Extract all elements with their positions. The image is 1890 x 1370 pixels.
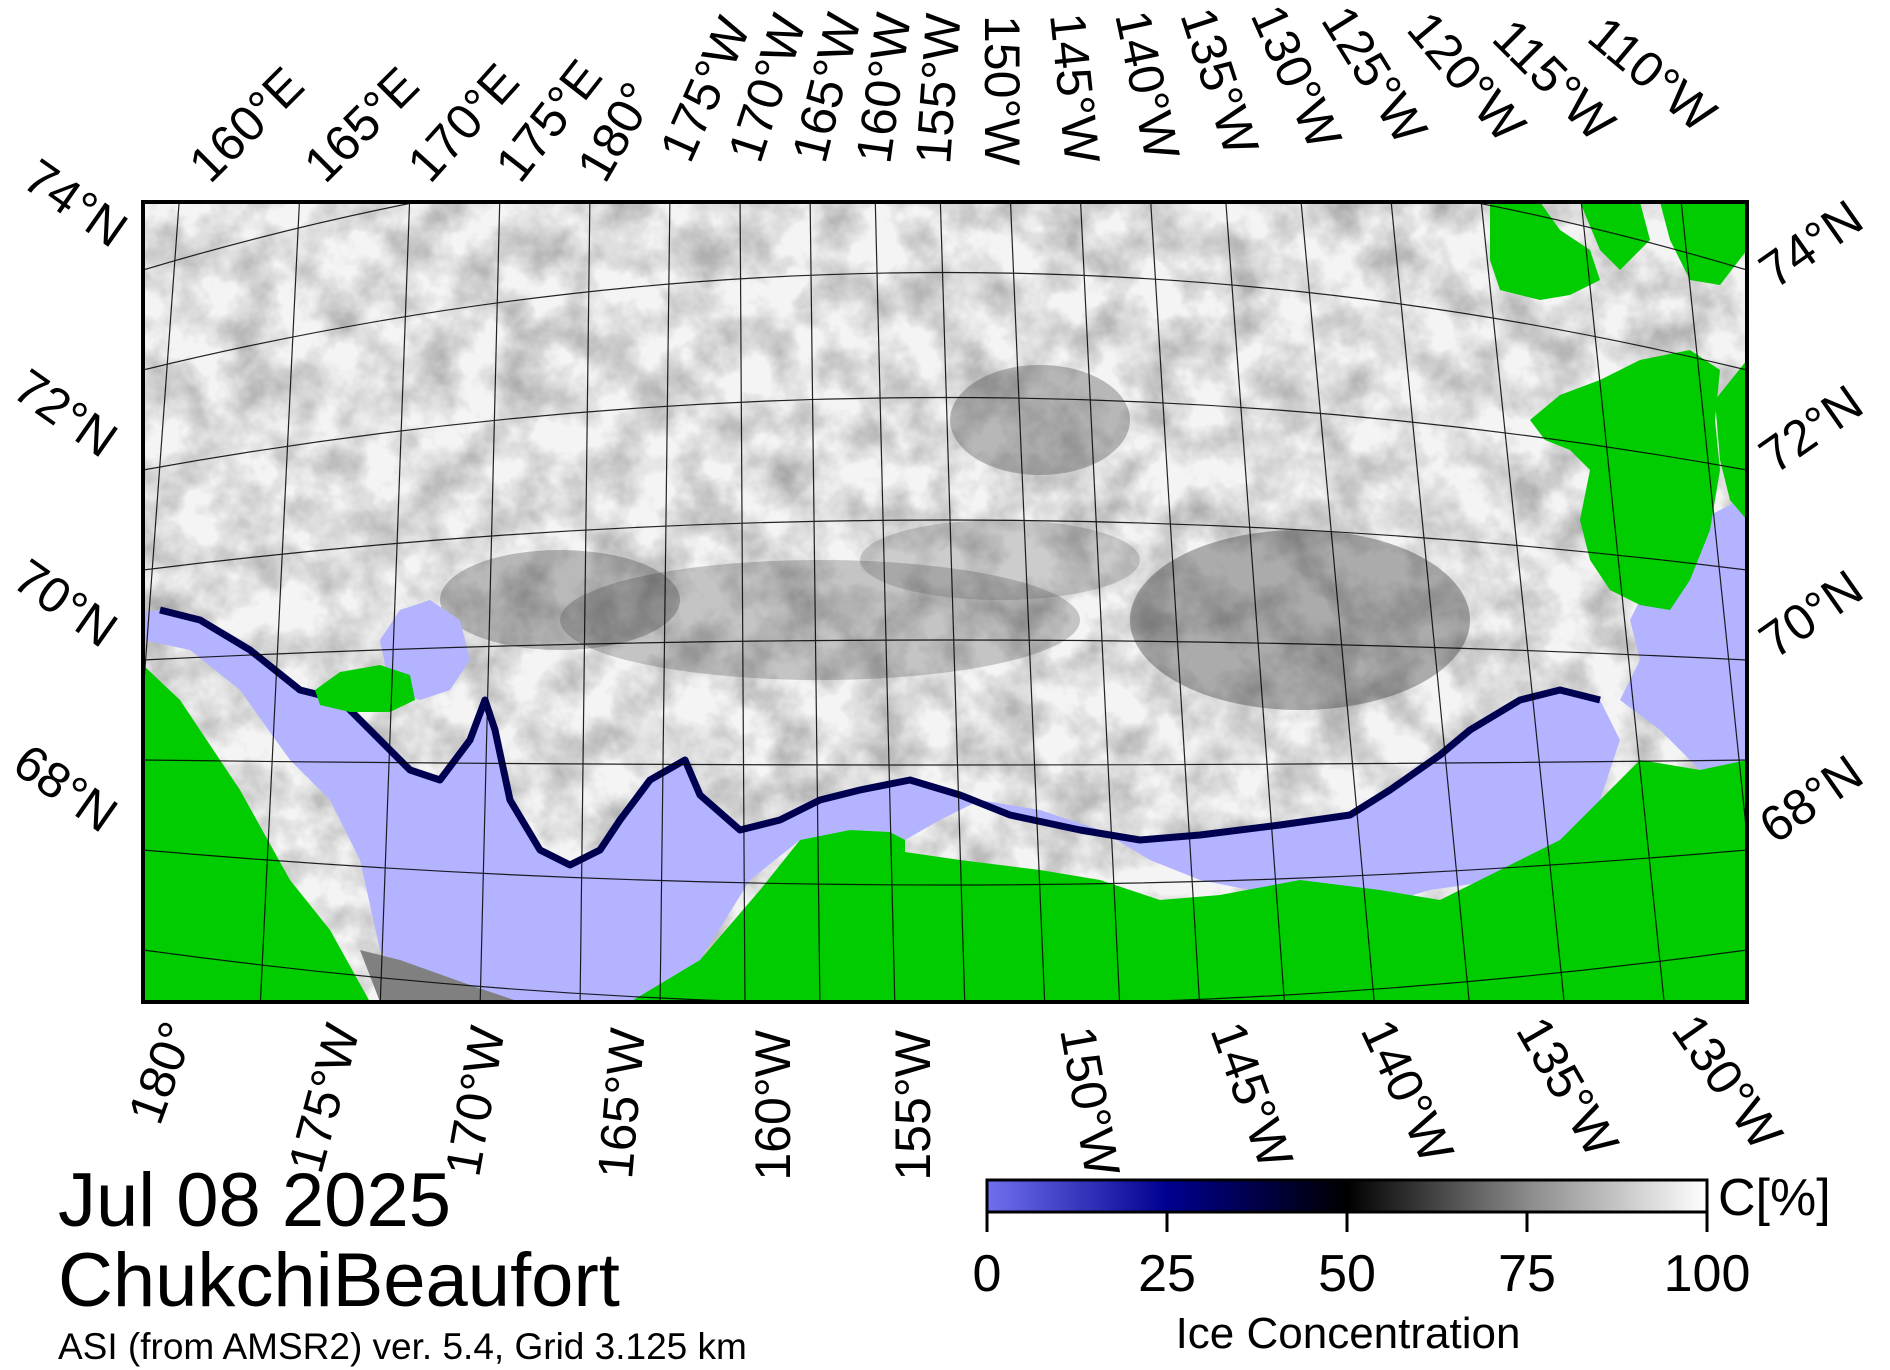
left-lat-label: 72°N xyxy=(4,358,128,468)
date-label: Jul 08 2025 xyxy=(58,1158,451,1243)
top-lon-label: 160°E xyxy=(178,56,314,192)
top-lon-label: 145°W xyxy=(1039,10,1111,166)
bottom-lon-label: 170°W xyxy=(435,1021,516,1180)
left-lat-label: 74°N xyxy=(14,148,138,258)
land-chukotka xyxy=(143,665,370,1002)
bottom-lon-label: 135°W xyxy=(1505,1008,1629,1167)
colorbar-title: Ice Concentration xyxy=(1175,1309,1521,1358)
right-lat-label: 72°N xyxy=(1749,374,1873,484)
bottom-lon-label: 145°W xyxy=(1200,1015,1304,1176)
open-water-chukchi xyxy=(143,610,1620,1002)
left-lat-label: 68°N xyxy=(4,733,128,843)
colorbar-tick-label: 25 xyxy=(1138,1245,1196,1303)
ice-edge-line xyxy=(159,606,1601,869)
colorbar xyxy=(985,1178,1709,1232)
bottom-lon-label: 175°W xyxy=(278,1018,371,1179)
bottom-lon-label: 160°W xyxy=(745,1029,801,1180)
left-latitude-labels: 74°N 72°N 70°N 68°N xyxy=(4,148,138,843)
colorbar-tick-label: 0 xyxy=(972,1245,1002,1303)
land-wrangel-island xyxy=(315,665,415,712)
open-water-beaufort xyxy=(1620,500,1747,770)
bottom-lon-label: 155°W xyxy=(885,1029,941,1180)
product-info: ASI (from AMSR2) ver. 5.4, Grid 3.125 km xyxy=(58,1326,747,1367)
land-banks-island xyxy=(1530,350,1720,610)
colorbar-ticks xyxy=(985,1212,1709,1232)
land-alaska xyxy=(630,760,1747,1002)
bottom-longitude-labels: 180° 175°W 170°W 165°W 160°W 155°W 150°W… xyxy=(117,1004,1793,1181)
bottom-lon-label: 180° xyxy=(117,1015,205,1131)
top-lon-label: 165°E xyxy=(293,56,429,192)
bottom-lon-label: 140°W xyxy=(1350,1011,1465,1172)
map-frame-content xyxy=(143,202,1747,1002)
colorbar-gradient xyxy=(985,1178,1709,1214)
colorbar-tick-label: 100 xyxy=(1663,1245,1751,1303)
right-latitude-labels: 74°N 72°N 70°N 68°N xyxy=(1749,189,1873,854)
right-lat-label: 70°N xyxy=(1749,559,1873,669)
right-lat-label: 68°N xyxy=(1749,744,1873,854)
land-parry-islands xyxy=(1490,202,1747,300)
top-lon-label: 155°W xyxy=(905,11,971,166)
top-lon-label: 150°W xyxy=(974,15,1030,166)
colorbar-tick-label: 75 xyxy=(1498,1245,1556,1303)
left-lat-label: 70°N xyxy=(4,548,128,658)
colorbar-unit: C[%] xyxy=(1718,1169,1831,1227)
land-victoria-island xyxy=(1715,360,1747,520)
map-frame xyxy=(141,200,1749,1004)
top-longitude-labels: 160°E 165°E 170°E 175°E 180° 175°W 170°W… xyxy=(178,0,1727,193)
right-lat-label: 74°N xyxy=(1749,189,1873,299)
bottom-lon-label: 165°W xyxy=(587,1025,656,1181)
region-label: ChukchiBeaufort xyxy=(58,1238,620,1323)
graticule xyxy=(143,202,1747,1002)
colorbar-tick-label: 50 xyxy=(1318,1245,1376,1303)
bottom-lon-label: 150°W xyxy=(1049,1022,1130,1181)
bottom-lon-label: 130°W xyxy=(1661,1004,1794,1160)
